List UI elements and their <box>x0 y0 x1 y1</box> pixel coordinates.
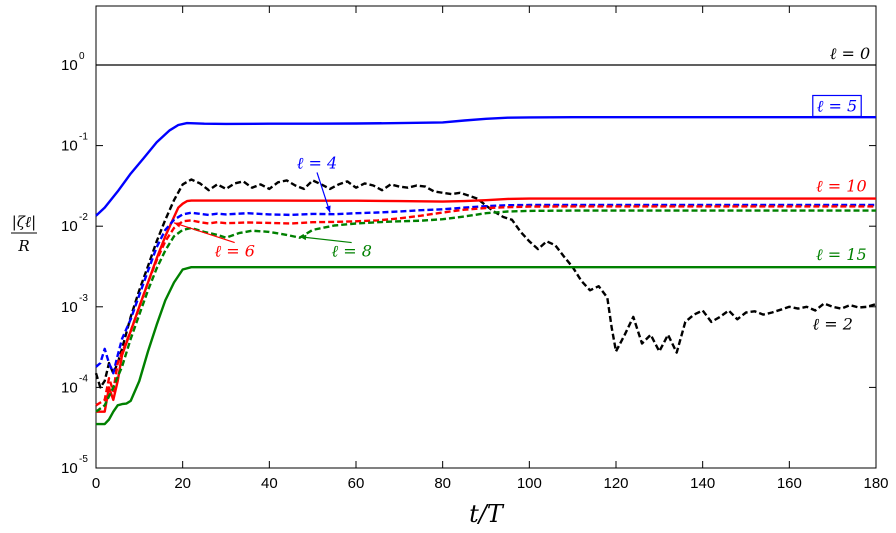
y-tick-label-base: 10 <box>61 379 78 396</box>
y-tick-label: 10-4 <box>61 373 88 396</box>
y-axis-label-denominator: R <box>17 237 29 255</box>
y-axis-label: |ζℓ| R <box>11 213 37 255</box>
annotation-arrow-line <box>316 172 331 213</box>
series-line-2 <box>94 178 877 389</box>
series-line-5 <box>95 205 876 407</box>
y-tick-label-exponent: -5 <box>79 454 88 465</box>
x-tick-label: 20 <box>174 475 191 492</box>
annotation-arrow-head <box>174 222 181 228</box>
series-line-7 <box>96 266 876 426</box>
annotation-arrow-head <box>325 205 331 213</box>
x-tick-label: 100 <box>517 475 542 492</box>
annotation-label: ℓ = 2 <box>812 315 852 334</box>
x-tick-label: 40 <box>261 475 278 492</box>
annotation-label: ℓ = 0 <box>830 44 870 63</box>
annotation-box <box>812 94 862 118</box>
y-tick-label: 10-2 <box>61 212 88 235</box>
y-tick-label-base: 10 <box>61 138 78 155</box>
y-tick-label-base: 10 <box>61 57 78 74</box>
y-tick-label-exponent: 0 <box>79 51 85 62</box>
y-axis-label-numerator: |ζℓ| <box>12 213 37 231</box>
annotation-l8: ℓ = 8 <box>299 234 372 261</box>
annotation-label: ℓ = 5 <box>817 96 857 115</box>
x-tick-label: 60 <box>348 475 365 492</box>
x-tick-label: 180 <box>863 475 888 492</box>
y-tick-label: 10-1 <box>61 132 88 155</box>
annotation-l10: ℓ = 10 <box>816 176 867 195</box>
y-tick-label-base: 10 <box>61 299 78 316</box>
annotation-l15: ℓ = 15 <box>816 245 867 264</box>
annotation-l6: ℓ = 6 <box>173 222 255 261</box>
ticks-layer: 0 20 40 60 80 100 120 140 160 18010-510-410-310-2… <box>61 6 889 492</box>
series-line-3 <box>96 197 876 413</box>
series-layer <box>94 64 877 426</box>
x-tick-label: 140 <box>690 475 715 492</box>
series-line-1 <box>95 116 876 217</box>
annotation-label: ℓ = 8 <box>331 242 371 261</box>
x-tick-label: 80 <box>434 475 451 492</box>
annotation-layer: ℓ = 0 ℓ = 5 ℓ = 4 ℓ = 10 ℓ = 6 ℓ = 8 ℓ = 15 ℓ =… <box>173 44 870 334</box>
series-line-6 <box>95 209 876 413</box>
annotation-label: ℓ = 10 <box>816 176 867 195</box>
annotation-l4: ℓ = 4 <box>297 153 337 213</box>
x-axis-label: t/T <box>469 500 505 528</box>
annotation-arrow-line <box>299 236 352 244</box>
annotation-label: ℓ = 15 <box>816 245 867 264</box>
y-tick-label: 10-5 <box>61 454 88 477</box>
x-tick-label: 160 <box>777 475 802 492</box>
y-tick-label-exponent: -4 <box>79 373 88 384</box>
annotation-l0: ℓ = 0 <box>830 44 870 63</box>
y-tick-label-exponent: -2 <box>79 212 88 223</box>
plot-area <box>95 5 877 469</box>
y-tick-label: 10-3 <box>61 293 88 316</box>
y-tick-label-exponent: -3 <box>79 293 88 304</box>
annotation-label: ℓ = 6 <box>214 242 254 261</box>
annotation-l5: ℓ = 5 <box>812 94 862 118</box>
y-tick-label-base: 10 <box>61 460 78 477</box>
y-tick-label: 100 <box>61 51 85 74</box>
x-tick-label: 120 <box>603 475 628 492</box>
x-tick-label: 0 <box>92 475 100 492</box>
y-tick-label-base: 10 <box>61 218 78 235</box>
annotation-arrow-head <box>299 234 307 241</box>
annotation-arrow-line <box>173 222 235 244</box>
annotation-l2: ℓ = 2 <box>812 315 852 334</box>
series-line-4 <box>95 203 876 375</box>
annotation-label: ℓ = 4 <box>297 153 337 172</box>
y-tick-label-exponent: -1 <box>79 132 88 143</box>
